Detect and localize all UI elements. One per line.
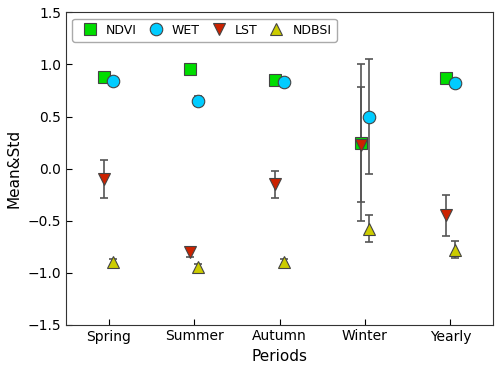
X-axis label: Periods: Periods (252, 349, 308, 364)
Legend: NDVI, WET, LST, NDBSI: NDVI, WET, LST, NDBSI (72, 19, 336, 42)
Y-axis label: Mean&Std: Mean&Std (7, 129, 22, 208)
